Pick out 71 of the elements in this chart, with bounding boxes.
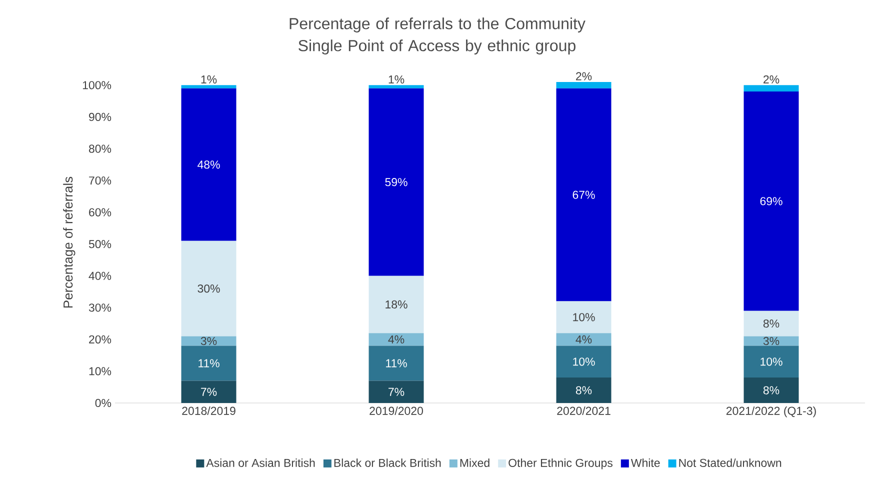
data-label: 10% xyxy=(573,358,595,366)
bar xyxy=(368,276,424,334)
data-label: 1% xyxy=(388,75,404,84)
y-tick-label: 90% xyxy=(89,112,112,122)
data-label: 2% xyxy=(764,75,780,84)
data-label: 69% xyxy=(760,197,782,206)
data-label: 3% xyxy=(763,336,780,346)
bar xyxy=(181,85,236,88)
legend-label: Mixed xyxy=(460,458,490,467)
legend-label: Not Stated/unknown xyxy=(679,458,782,467)
legend-label: Asian or Asian British xyxy=(206,458,315,467)
data-label: 4% xyxy=(576,335,592,344)
bar xyxy=(368,380,424,403)
bar xyxy=(744,85,799,92)
data-label: 48% xyxy=(198,160,220,169)
data-label: 11% xyxy=(198,359,220,368)
legend-label: Other Ethnic Groups xyxy=(508,458,612,470)
data-label: 4% xyxy=(388,335,404,344)
legend-label: Black or Black British xyxy=(334,458,441,467)
bar xyxy=(368,88,424,276)
bar xyxy=(744,336,799,346)
y-tick-label: 70% xyxy=(89,176,112,185)
bar xyxy=(556,88,612,302)
data-label: 7% xyxy=(388,388,404,396)
y-tick-label: 50% xyxy=(88,240,112,248)
bar xyxy=(181,380,236,403)
chart-title: Percentage of referrals to the Community Single Point of Access by ethnic group xyxy=(290,18,586,54)
bar xyxy=(556,301,612,334)
bar xyxy=(181,88,236,241)
data-label: 10% xyxy=(573,313,595,322)
y-tick-label: 100% xyxy=(82,81,112,90)
data-label: 59% xyxy=(385,178,408,186)
y-tick-label: 30% xyxy=(88,304,112,312)
y-axis-title: Percentage of referrals xyxy=(63,176,76,308)
bar xyxy=(556,82,612,88)
bar xyxy=(181,346,236,381)
data-label: 3% xyxy=(200,336,217,346)
bar xyxy=(181,336,236,346)
data-label: 67% xyxy=(572,190,595,199)
data-label: 2% xyxy=(576,72,592,80)
y-tick-label: 80% xyxy=(88,144,112,153)
x-tick-label: 2019/2020 xyxy=(370,406,423,415)
legend-label: White xyxy=(630,458,660,467)
bar xyxy=(744,92,799,311)
y-tick-label: 20% xyxy=(89,335,112,344)
data-label: 30% xyxy=(198,284,220,293)
bar xyxy=(744,310,799,336)
data-label: 8% xyxy=(763,319,780,328)
x-tick-label: 2020/2021 xyxy=(557,406,610,415)
y-tick-label: 60% xyxy=(89,208,112,216)
data-label: 8% xyxy=(763,386,780,394)
data-label: 8% xyxy=(576,386,592,394)
bar xyxy=(744,378,799,403)
bar xyxy=(556,346,612,378)
bar xyxy=(368,333,424,346)
bar xyxy=(556,378,612,403)
y-tick-label: 10% xyxy=(89,367,112,376)
data-label: 7% xyxy=(201,388,217,396)
data-label: 11% xyxy=(386,359,407,368)
bar xyxy=(181,240,236,336)
x-tick-label: 2018/2019 xyxy=(182,406,236,415)
bar xyxy=(368,346,424,381)
bar xyxy=(556,333,612,346)
data-label: 18% xyxy=(386,300,408,309)
bar xyxy=(744,346,799,378)
data-label: 10% xyxy=(760,358,782,366)
y-tick-label: 40% xyxy=(88,272,112,280)
y-tick-label: 0% xyxy=(95,398,112,408)
bar xyxy=(368,85,424,88)
data-label: 1% xyxy=(201,75,217,84)
x-tick-label: 2021/2022 (Q1-3) xyxy=(726,406,816,418)
